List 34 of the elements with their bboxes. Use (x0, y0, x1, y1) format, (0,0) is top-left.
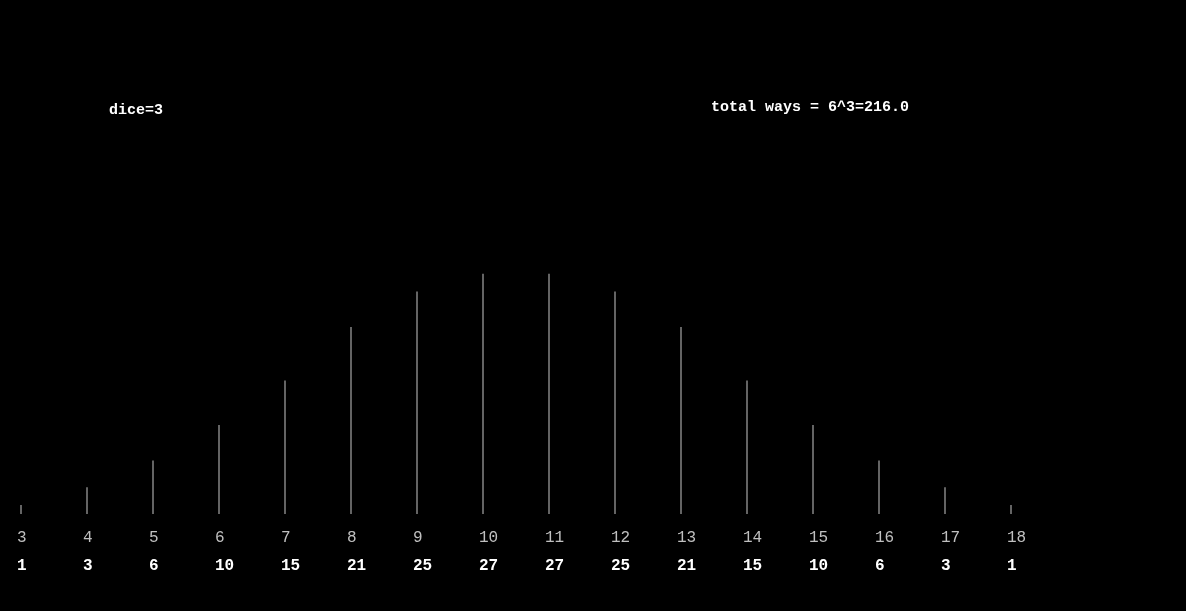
x-tick-label: 4 (83, 529, 93, 547)
x-tick-label: 6 (215, 529, 225, 547)
data-label: 10 (809, 557, 829, 575)
data-label: 21 (677, 557, 697, 575)
x-tick-label: 5 (149, 529, 159, 547)
x-tick-label: 11 (545, 529, 565, 547)
data-label: 15 (743, 557, 763, 575)
data-label: 25 (413, 557, 433, 575)
data-label: 6 (149, 557, 159, 575)
x-tick-label: 15 (809, 529, 829, 547)
data-label: 3 (941, 557, 951, 575)
x-tick-label: 3 (17, 529, 27, 547)
data-label: 6 (875, 557, 885, 575)
x-tick-label: 10 (479, 529, 499, 547)
data-label: 1 (1007, 557, 1017, 575)
x-tick-label: 14 (743, 529, 763, 547)
x-tick-label: 18 (1007, 529, 1027, 547)
data-label: 27 (479, 557, 499, 575)
data-label: 1 (17, 557, 27, 575)
x-tick-label: 7 (281, 529, 291, 547)
x-tick-label: 12 (611, 529, 631, 547)
x-tick-label: 17 (941, 529, 961, 547)
chart-title: dice=3 (109, 102, 164, 119)
x-tick-label: 13 (677, 529, 697, 547)
data-label: 25 (611, 557, 631, 575)
x-tick-label: 16 (875, 529, 895, 547)
x-tick-label: 9 (413, 529, 423, 547)
data-label: 21 (347, 557, 367, 575)
x-tick-label: 8 (347, 529, 357, 547)
data-label: 15 (281, 557, 301, 575)
text: total ways = 6^3=216.0 (711, 99, 910, 116)
data-label: 10 (215, 557, 235, 575)
data-label: 3 (83, 557, 93, 575)
data-label: 27 (545, 557, 565, 575)
